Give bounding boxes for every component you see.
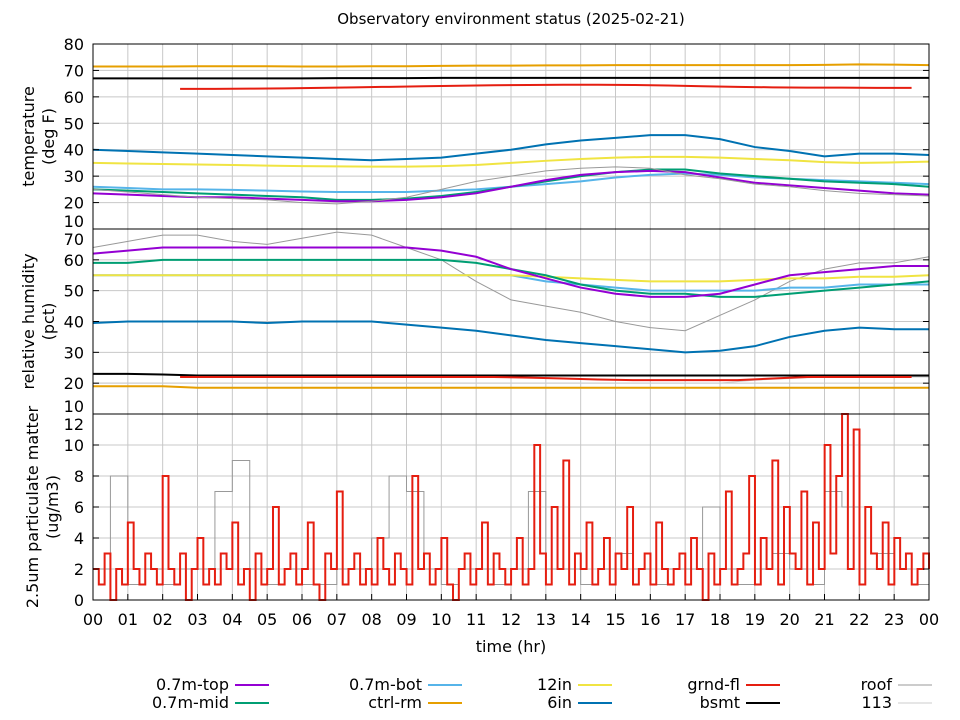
series-grnd-fl-panel2 (180, 376, 912, 382)
y-tick-label: 40 (64, 313, 84, 332)
series-roof-panel2 (92, 231, 930, 332)
series-6in-panel2 (92, 320, 929, 354)
legend-label-roof: roof (861, 675, 893, 694)
y-tick-label: 60 (64, 251, 84, 270)
y-axis-label-line2: (ug/m3) (43, 475, 62, 539)
y-axis-label: relative humidity (pct) (19, 253, 58, 389)
legend-label-12in: 12in (537, 675, 572, 694)
legend-label-6in: 6in (547, 693, 572, 712)
x-tick-label: 22 (849, 610, 869, 629)
y-axis-label-line2: (deg F) (39, 108, 58, 165)
x-axis-label: time (hr) (476, 637, 546, 656)
x-tick-label: 23 (884, 610, 904, 629)
x-tick-label: 08 (361, 610, 381, 629)
legend-label-113: 113 (861, 693, 892, 712)
y-tick-label: 40 (64, 141, 84, 160)
y-tick-label: 20 (64, 194, 84, 213)
series-0.7m-top-panel2 (92, 246, 929, 298)
y-tick-label: 70 (64, 230, 84, 249)
y-tick-label: 10 (64, 397, 84, 416)
x-tick-label: 14 (570, 610, 590, 629)
x-tick-label: 17 (675, 610, 695, 629)
x-tick-label: 02 (152, 610, 172, 629)
y-axis-label-line1: 2.5um particulate matter (23, 405, 42, 608)
y-axis-label-line2: (pct) (39, 303, 58, 341)
y-tick-label: 60 (64, 88, 84, 107)
x-tick-label: 11 (466, 610, 486, 629)
x-tick-label: 04 (222, 610, 242, 629)
series-ctrl-rm-panel1 (93, 63, 930, 68)
y-tick-label: 80 (64, 35, 84, 54)
series-12in-panel1 (92, 155, 930, 168)
series-grnd-fl-panel3 (93, 413, 930, 601)
x-tick-label: 06 (292, 610, 312, 629)
y-tick-label: 50 (64, 282, 84, 301)
legend-label-0.7m-top: 0.7m-top (156, 675, 229, 694)
x-tick-label: 07 (327, 610, 347, 629)
y-tick-label: 30 (64, 343, 84, 362)
x-tick-label: 10 (431, 610, 451, 629)
x-tick-label: 05 (257, 610, 277, 629)
x-tick-label: 09 (396, 610, 416, 629)
y-tick-label: 0 (74, 591, 84, 610)
x-tick-label: 12 (501, 610, 521, 629)
series-roof-panel1 (92, 166, 930, 205)
chart-title: Observatory environment status (2025-02-… (337, 10, 685, 28)
x-tick-label: 01 (118, 610, 138, 629)
x-tick-label: 15 (605, 610, 625, 629)
y-tick-label: 4 (74, 529, 84, 548)
legend-label-0.7m-mid: 0.7m-mid (152, 693, 229, 712)
legend-label-grnd-fl: grnd-fl (687, 675, 740, 694)
y-tick-label: 8 (74, 467, 84, 486)
legend-label-0.7m-bot: 0.7m-bot (349, 675, 422, 694)
y-axis-label-line1: relative humidity (19, 253, 38, 389)
x-tick-label: 21 (814, 610, 834, 629)
series-grnd-fl-panel1 (180, 83, 912, 90)
x-tick-label: 16 (640, 610, 660, 629)
y-tick-label: 50 (64, 114, 84, 133)
series-bsmt-panel2 (93, 372, 929, 377)
x-tick-label: 00 (83, 610, 103, 629)
y-axis-label-line1: temperature (19, 86, 38, 187)
y-tick-label: 10 (64, 436, 84, 455)
y-tick-label: 12 (64, 415, 84, 434)
y-tick-label: 6 (74, 498, 84, 517)
x-tick-label: 19 (745, 610, 765, 629)
y-tick-label: 20 (64, 374, 84, 393)
y-tick-label: 2 (74, 560, 84, 579)
y-axis-label: temperature (deg F) (19, 86, 58, 187)
panel-frames (92, 43, 930, 601)
series-layer (92, 63, 930, 601)
x-tick-label: 20 (779, 610, 799, 629)
x-tick-label: 13 (536, 610, 556, 629)
series-6in-panel1 (92, 134, 930, 162)
series-ctrl-rm-panel2 (93, 385, 929, 389)
legend-label-bsmt: bsmt (700, 693, 740, 712)
y-tick-label: 30 (64, 167, 84, 186)
x-tick-label: 03 (187, 610, 207, 629)
series-bsmt-panel1 (93, 76, 929, 80)
legend-label-ctrl-rm: ctrl-rm (368, 693, 422, 712)
series-12in-panel2 (93, 274, 930, 283)
x-tick-label: 00 (919, 610, 939, 629)
y-axis-label: 2.5um particulate matter (ug/m3) (23, 405, 62, 608)
x-tick-label: 18 (710, 610, 730, 629)
y-tick-label: 10 (64, 212, 84, 231)
y-tick-label: 70 (64, 61, 84, 80)
series-0.7m-top-panel1 (92, 169, 930, 203)
